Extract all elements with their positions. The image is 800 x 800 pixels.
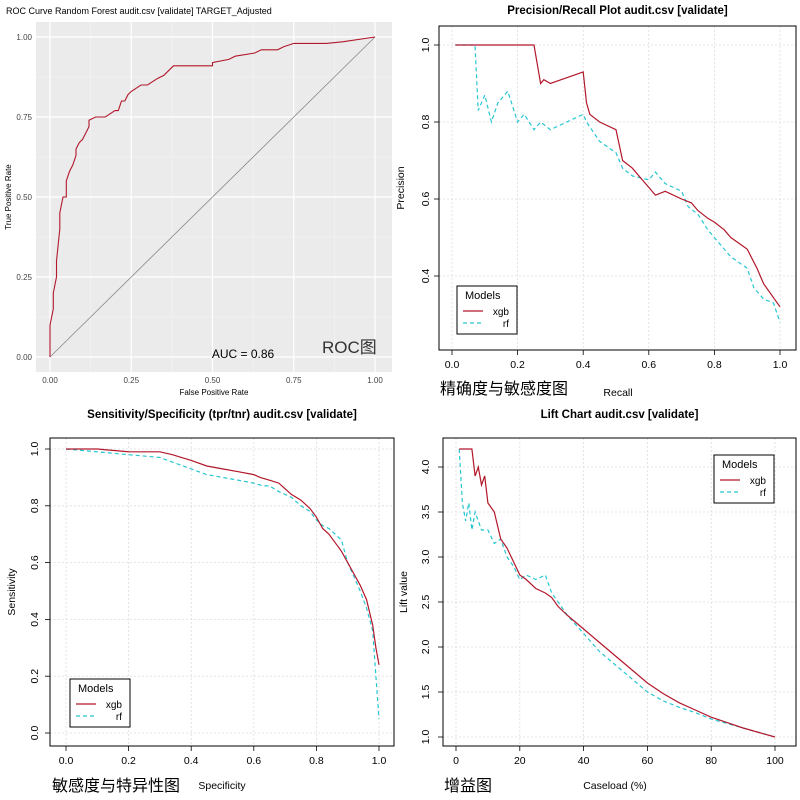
ss-plot-border <box>49 437 395 747</box>
legend-label-xgb: xgb <box>750 476 767 487</box>
lift-x-tick-label: 100 <box>766 755 784 767</box>
roc-x-tick-label: 0.00 <box>42 376 58 385</box>
ss-curve-rf <box>65 448 380 719</box>
pr-y-axis-label: Precision <box>395 166 407 209</box>
ss-y-tick-label: 0.0 <box>29 726 41 741</box>
lift-x-tick-label: 60 <box>642 755 654 767</box>
lift-curve-xgb <box>459 448 776 738</box>
pr-curve-rf <box>455 44 781 323</box>
pr-y-tick-label: 0.8 <box>420 115 432 130</box>
pr-curve-xgb <box>455 44 781 308</box>
legend-label-xgb: xgb <box>106 700 123 711</box>
ss-y-tick-label: 0.8 <box>29 498 41 513</box>
ss-title: Sensitivity/Specificity (tpr/tnr) audit.… <box>87 409 357 421</box>
pr-x-tick-label: 0.8 <box>707 359 722 371</box>
ss-x-tick-label: 0.2 <box>121 755 136 767</box>
pr-plot-border <box>438 25 797 351</box>
roc-y-tick-label: 1.00 <box>16 33 32 42</box>
lift-y-tick-label: 2.5 <box>420 595 432 610</box>
lift-x-tick-label: 80 <box>705 755 717 767</box>
lift-x-tick-label: 0 <box>453 755 459 767</box>
ss-y-tick-label: 1.0 <box>29 442 41 457</box>
ss-x-tick-label: 0.4 <box>184 755 199 767</box>
lift-y-tick-label: 3.5 <box>420 505 432 520</box>
legend-label-rf: rf <box>503 319 509 330</box>
pr-x-tick-label: 0.2 <box>510 359 525 371</box>
lift-y-tick-label: 1.0 <box>420 730 432 745</box>
ss-x-tick-label: 1.0 <box>372 755 387 767</box>
roc-x-tick-label: 0.75 <box>286 376 302 385</box>
roc-x-tick-label: 1.00 <box>367 376 383 385</box>
lift-title: Lift Chart audit.csv [validate] <box>541 409 699 421</box>
pr-x-tick-label: 0.6 <box>641 359 656 371</box>
ss-curve-xgb <box>66 448 380 665</box>
pr-y-tick-label: 0.6 <box>420 192 432 207</box>
roc-y-tick-label: 0.75 <box>16 113 32 122</box>
roc-y-tick-label: 0.00 <box>16 353 32 362</box>
ss-x-tick-label: 0.8 <box>309 755 324 767</box>
roc-x-tick-label: 0.50 <box>205 376 221 385</box>
ss-caption: 敏感度与特异性图 <box>52 777 180 795</box>
legend-title: Models <box>78 683 114 695</box>
roc-y-axis-label: True Positive Rate <box>4 164 13 230</box>
lift-x-tick-label: 20 <box>514 755 526 767</box>
ss-x-tick-label: 0.0 <box>59 755 74 767</box>
roc-x-axis-label: False Positive Rate <box>180 388 249 397</box>
legend-label-rf: rf <box>116 712 122 723</box>
lift-plot-border <box>442 437 797 747</box>
lift-y-axis-label: Lift value <box>398 571 410 613</box>
legend-title: Models <box>722 459 758 471</box>
legend-label-xgb: xgb <box>493 307 510 318</box>
ss-x-axis-label: Specificity <box>198 780 246 792</box>
roc-caption: ROC图 <box>322 338 377 357</box>
pr-y-tick-label: 1.0 <box>420 38 432 53</box>
roc-y-tick-label: 0.50 <box>16 193 32 202</box>
roc-y-tick-label: 0.25 <box>16 273 32 282</box>
auc-annotation: AUC = 0.86 <box>212 347 275 361</box>
legend-box <box>456 285 518 335</box>
legend-box <box>713 454 775 504</box>
lift-x-tick-label: 40 <box>578 755 590 767</box>
lift-caption: 增益图 <box>444 777 492 795</box>
legend-label-rf: rf <box>760 488 766 499</box>
legend-title: Models <box>465 290 501 302</box>
ss-y-tick-label: 0.4 <box>29 612 41 627</box>
pr-caption: 精确度与敏感度图 <box>440 380 568 398</box>
lift-y-tick-label: 2.0 <box>420 640 432 655</box>
legend-box <box>69 678 131 728</box>
pr-x-tick-label: 0.4 <box>576 359 591 371</box>
roc-x-tick-label: 0.25 <box>123 376 139 385</box>
pr-x-tick-label: 1.0 <box>773 359 788 371</box>
pr-x-tick-label: 0.0 <box>445 359 460 371</box>
lift-y-tick-label: 1.5 <box>420 685 432 700</box>
roc-diagonal-line <box>49 36 376 358</box>
roc-curve <box>49 36 376 357</box>
lift-curve-rf <box>458 448 776 738</box>
ss-y-tick-label: 0.6 <box>29 555 41 570</box>
roc-title: ROC Curve Random Forest audit.csv [valid… <box>6 6 272 16</box>
ss-y-axis-label: Sensitivity <box>6 568 18 616</box>
ss-y-tick-label: 0.2 <box>29 669 41 684</box>
pr-x-axis-label: Recall <box>603 387 632 399</box>
pr-title: Precision/Recall Plot audit.csv [validat… <box>507 5 728 17</box>
lift-x-axis-label: Caseload (%) <box>583 780 647 792</box>
lift-y-tick-label: 4.0 <box>420 460 432 475</box>
ss-x-tick-label: 0.6 <box>246 755 261 767</box>
lift-y-tick-label: 3.0 <box>420 550 432 565</box>
pr-y-tick-label: 0.4 <box>420 269 432 284</box>
